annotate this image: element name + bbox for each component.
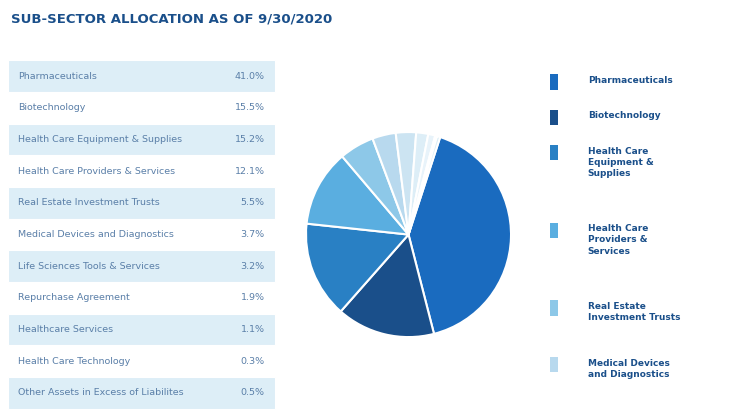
Text: 1.1%: 1.1% [241,325,265,334]
Text: Pharmaceuticals: Pharmaceuticals [18,72,97,81]
Wedge shape [342,138,408,234]
Wedge shape [408,136,440,234]
Wedge shape [396,132,416,234]
Text: Other Assets in Excess of Liabilites: Other Assets in Excess of Liabilites [18,388,184,397]
FancyBboxPatch shape [550,145,558,161]
Wedge shape [306,224,408,311]
FancyBboxPatch shape [8,250,276,282]
Text: Real Estate Investment Trusts: Real Estate Investment Trusts [18,198,160,207]
Wedge shape [408,134,435,234]
FancyBboxPatch shape [550,357,558,372]
FancyBboxPatch shape [8,124,276,156]
FancyBboxPatch shape [550,74,558,90]
Text: 3.2%: 3.2% [241,262,265,271]
Text: Pharmaceuticals: Pharmaceuticals [587,76,673,85]
Text: 12.1%: 12.1% [235,167,265,176]
Wedge shape [408,137,511,334]
Text: Healthcare Services: Healthcare Services [18,325,113,334]
FancyBboxPatch shape [550,300,558,316]
Text: 3.7%: 3.7% [241,230,265,239]
Wedge shape [372,133,408,234]
Text: 1.9%: 1.9% [241,294,265,302]
Text: 0.3%: 0.3% [241,357,265,366]
Text: Life Sciences Tools & Services: Life Sciences Tools & Services [18,262,160,271]
FancyBboxPatch shape [8,156,276,187]
FancyBboxPatch shape [8,314,276,345]
Text: Health Care
Equipment &
Supplies: Health Care Equipment & Supplies [587,146,653,178]
FancyBboxPatch shape [8,345,276,377]
Text: 15.2%: 15.2% [235,135,265,144]
Text: Health Care Equipment & Supplies: Health Care Equipment & Supplies [18,135,183,144]
Wedge shape [341,234,434,337]
Text: Real Estate
Investment Trusts: Real Estate Investment Trusts [587,302,680,322]
Text: Health Care Technology: Health Care Technology [18,357,131,366]
Text: 41.0%: 41.0% [235,72,265,81]
Text: Health Care
Providers &
Services: Health Care Providers & Services [587,224,648,256]
Text: Medical Devices
and Diagnostics: Medical Devices and Diagnostics [587,359,670,379]
Text: 0.5%: 0.5% [241,388,265,397]
Text: Health Care Providers & Services: Health Care Providers & Services [18,167,175,176]
FancyBboxPatch shape [8,60,276,92]
Text: Biotechnology: Biotechnology [18,103,85,113]
FancyBboxPatch shape [8,282,276,314]
FancyBboxPatch shape [550,110,558,125]
FancyBboxPatch shape [8,219,276,250]
FancyBboxPatch shape [8,377,276,409]
Text: 5.5%: 5.5% [241,198,265,207]
Wedge shape [408,132,428,234]
Wedge shape [408,136,437,234]
Text: Repurchase Agreement: Repurchase Agreement [18,294,130,302]
Text: 15.5%: 15.5% [235,103,265,113]
FancyBboxPatch shape [8,187,276,219]
FancyBboxPatch shape [550,223,558,238]
Text: Biotechnology: Biotechnology [587,111,661,121]
Text: Medical Devices and Diagnostics: Medical Devices and Diagnostics [18,230,174,239]
Wedge shape [307,156,408,234]
FancyBboxPatch shape [8,92,276,124]
Text: SUB-SECTOR ALLOCATION AS OF 9/30/2020: SUB-SECTOR ALLOCATION AS OF 9/30/2020 [11,13,332,25]
